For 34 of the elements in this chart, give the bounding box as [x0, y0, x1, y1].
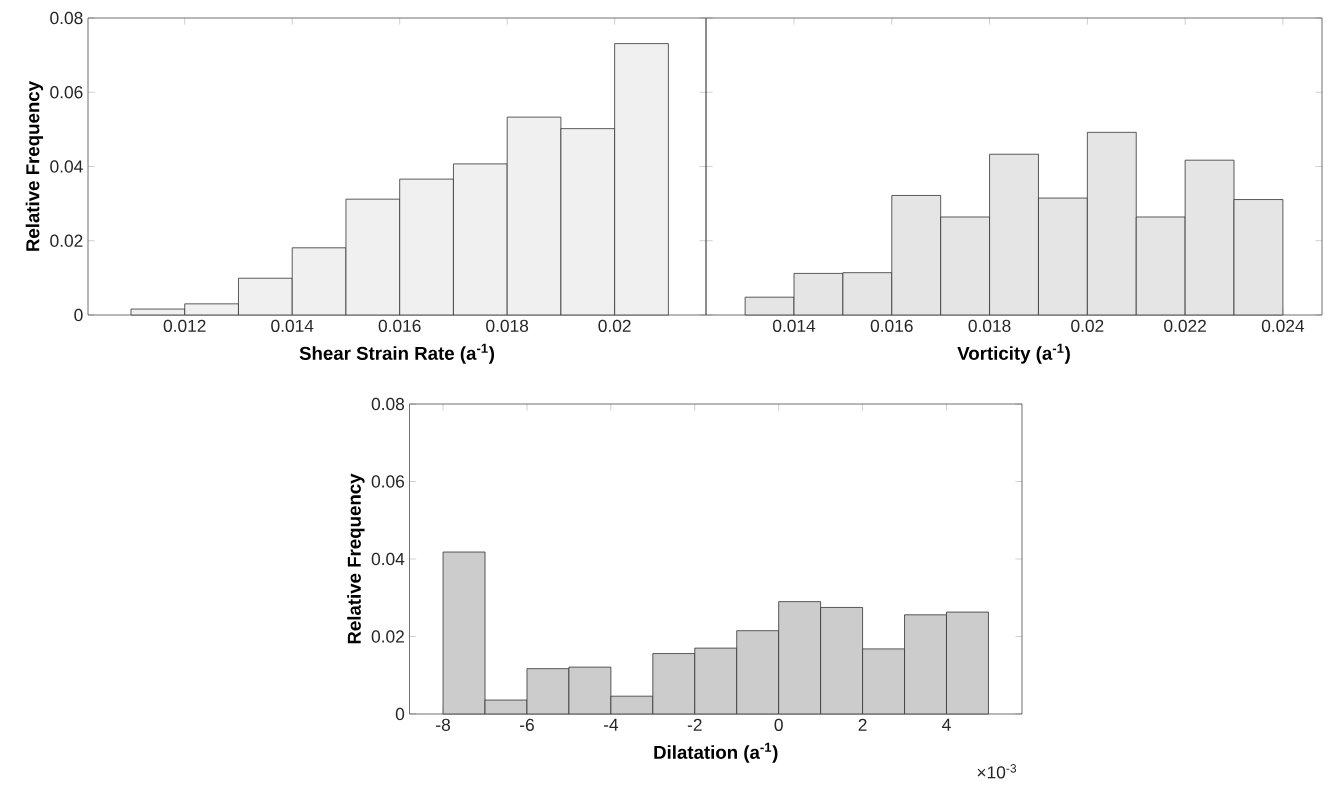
x-tick-label: -2: [687, 718, 702, 731]
x-tick-label: 0.018: [968, 319, 1011, 332]
x-tick-label: 0.016: [378, 319, 421, 332]
y-tick-label: 0.04: [50, 160, 83, 173]
x-tick-label: -6: [520, 718, 534, 731]
text: Dilatation (a$^{-1}$): [654, 742, 778, 763]
x-tick-label: 2: [858, 718, 867, 731]
y-tick-label: 0.02: [371, 630, 404, 643]
x-tick-label: 0.014: [772, 319, 816, 332]
x-tick-label: 0.024: [1261, 319, 1305, 332]
x-tick-label: 0.018: [486, 319, 529, 332]
x-tick-label: -4: [603, 718, 619, 731]
text: Shear Strain Rate (a$^{-1}$): [299, 343, 495, 364]
y-tick-label: 0.04: [371, 552, 405, 566]
x-tick-label: 0.012: [163, 319, 206, 332]
y-tick-label: 0.08: [371, 397, 405, 411]
y-axis-title: Relative Frequency: [347, 473, 365, 644]
y-tick-label: 0.06: [50, 86, 83, 99]
y-tick-label: 0.08: [50, 11, 83, 25]
text: ×10$^{-3}$: [977, 764, 1017, 779]
y-axis-title: Relative Frequency: [25, 81, 44, 251]
text: Vorticity (a$^{-1}$): [957, 343, 1070, 364]
x-tick-label: 0.022: [1164, 319, 1206, 332]
y-tick-label: 0: [74, 308, 83, 322]
x-tick-label: -8: [436, 718, 451, 731]
y-tick-label: 0: [395, 707, 405, 721]
x-tick-label: 0.02: [598, 319, 631, 332]
x-tick-label: 0.02: [1071, 319, 1104, 332]
y-tick-label: 0.06: [371, 475, 405, 488]
x-tick-label: 4: [942, 718, 951, 731]
x-tick-label: 0: [774, 718, 783, 731]
x-tick-label: 0.016: [870, 319, 913, 332]
x-tick-label: 0.014: [271, 319, 314, 332]
y-tick-label: 0.02: [50, 234, 83, 247]
